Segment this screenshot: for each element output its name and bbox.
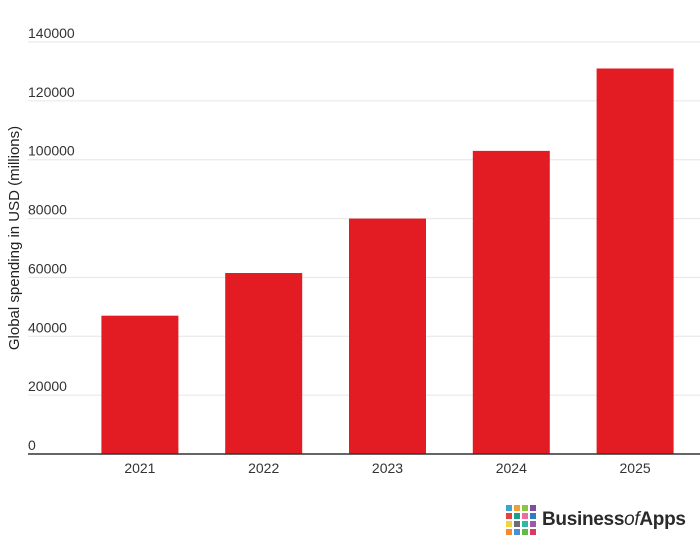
logo-tile: [530, 513, 536, 519]
bar: [101, 315, 179, 454]
y-tick-label: 140000: [28, 25, 75, 41]
logo-tile: [514, 521, 520, 527]
logo-tile: [506, 529, 512, 535]
x-tick-label: 2022: [248, 460, 279, 476]
logo-tile: [530, 521, 536, 527]
logo-tile: [530, 529, 536, 535]
logo-tile: [530, 505, 536, 511]
y-tick-label: 80000: [28, 202, 67, 218]
logo-word-3: Apps: [639, 509, 686, 530]
logo-mosaic-icon: [506, 505, 536, 535]
logo-tile: [522, 513, 528, 519]
logo-word-1: Business: [542, 509, 625, 530]
y-tick-label: 40000: [28, 319, 67, 335]
x-tick-label: 2021: [124, 460, 155, 476]
y-tick-label: 100000: [28, 143, 75, 159]
logo-tile: [506, 513, 512, 519]
bar: [225, 273, 303, 454]
y-axis-label: Global spending in USD (millions): [6, 126, 23, 350]
bar: [349, 218, 426, 454]
logo-tile: [522, 529, 528, 535]
x-tick-label: 2023: [372, 460, 403, 476]
logo-tile: [522, 521, 528, 527]
y-tick-label: 60000: [28, 260, 67, 276]
businessofapps-logo: BusinessofApps: [506, 503, 686, 537]
bar: [596, 68, 674, 454]
logo-tile: [506, 505, 512, 511]
logo-word-2: of: [624, 509, 640, 530]
logo-tile: [514, 529, 520, 535]
x-tick-label: 2025: [620, 460, 651, 476]
logo-wordmark: BusinessofApps: [542, 509, 686, 531]
logo-tile: [506, 521, 512, 527]
y-tick-label: 120000: [28, 84, 75, 100]
logo-tile: [514, 505, 520, 511]
bar: [472, 150, 550, 454]
x-tick-label: 2024: [496, 460, 527, 476]
y-tick-label: 0: [28, 437, 36, 453]
logo-tile: [522, 505, 528, 511]
y-tick-label: 20000: [28, 378, 67, 394]
logo-tile: [514, 513, 520, 519]
